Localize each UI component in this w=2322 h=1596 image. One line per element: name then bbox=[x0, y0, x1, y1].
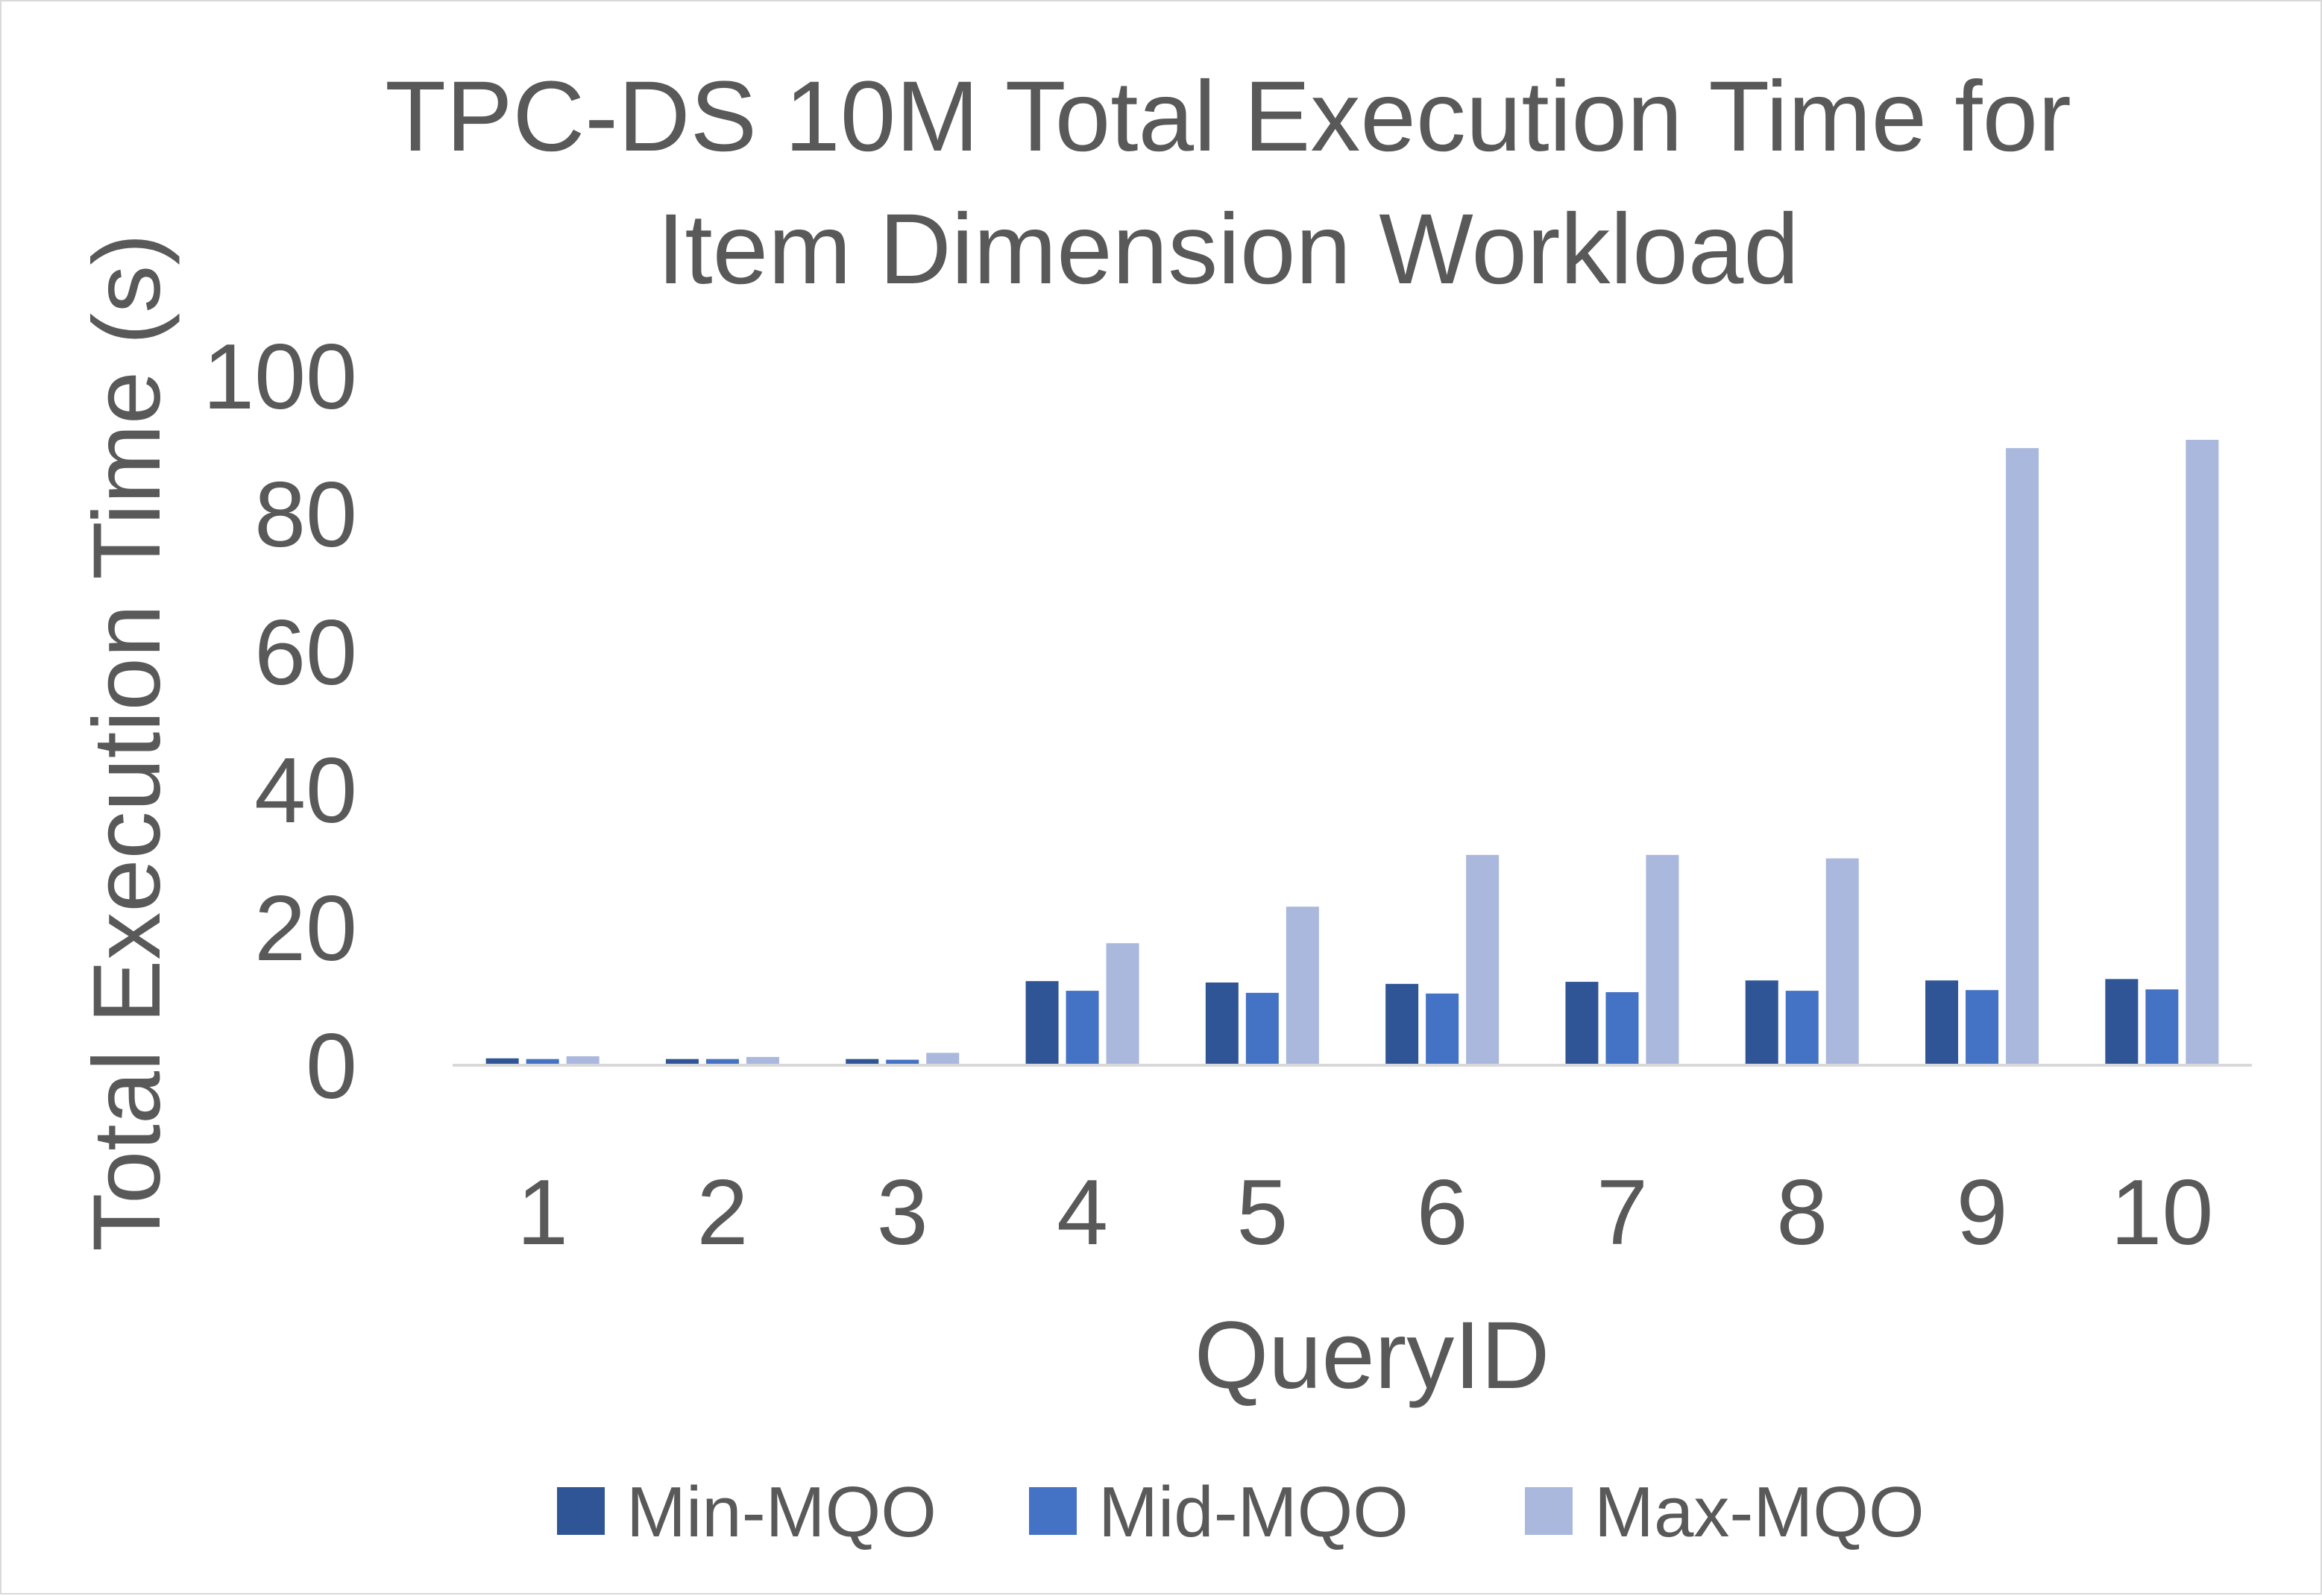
bar-min-mqo-q7 bbox=[1565, 982, 1599, 1065]
x-axis-ticks: 1 2 3 4 5 6 7 8 9 10 bbox=[517, 1161, 2213, 1264]
bar-max-mqo-q8 bbox=[1825, 858, 1859, 1065]
bar-min-mqo-q1 bbox=[485, 1058, 519, 1065]
legend-swatch-max-mqo bbox=[1525, 1487, 1573, 1535]
bar-mid-mqo-q6 bbox=[1426, 993, 1459, 1065]
bar-mid-mqo-q7 bbox=[1605, 991, 1639, 1065]
bar-max-mqo-q9 bbox=[2006, 448, 2039, 1065]
x-tick-label: 10 bbox=[2110, 1161, 2213, 1264]
bar-min-mqo-q10 bbox=[2105, 979, 2139, 1065]
legend-label-max-mqo: Max-MQO bbox=[1594, 1472, 1925, 1552]
bar-max-mqo-q4 bbox=[1106, 943, 1139, 1065]
legend: Min-MQO Mid-MQO Max-MQO bbox=[557, 1472, 1925, 1552]
bar-max-mqo-q7 bbox=[1646, 854, 1679, 1065]
bar-max-mqo-q10 bbox=[2186, 440, 2219, 1065]
bar-mid-mqo-q5 bbox=[1245, 992, 1279, 1065]
bar-min-mqo-q5 bbox=[1205, 982, 1239, 1065]
chart-title-line-1: TPC-DS 10M Total Execution Time for bbox=[385, 61, 2071, 172]
bar-mid-mqo-q4 bbox=[1066, 991, 1099, 1065]
bar-max-mqo-q6 bbox=[1466, 854, 1500, 1065]
x-tick-label: 1 bbox=[517, 1161, 568, 1264]
x-tick-label: 8 bbox=[1776, 1161, 1828, 1264]
bar-min-mqo-q4 bbox=[1025, 981, 1059, 1065]
bar-mid-mqo-q9 bbox=[1966, 990, 1999, 1065]
bars bbox=[485, 440, 2219, 1065]
bar-min-mqo-q9 bbox=[1925, 980, 1959, 1065]
bar-mid-mqo-q3 bbox=[886, 1059, 919, 1065]
y-axis-title: Total Execution Time (s) bbox=[74, 233, 180, 1252]
y-tick-label: 60 bbox=[254, 602, 357, 704]
x-tick-label: 6 bbox=[1417, 1161, 1468, 1264]
legend-swatch-min-mqo bbox=[557, 1487, 605, 1535]
y-tick-label: 40 bbox=[254, 739, 357, 842]
y-tick-label: 100 bbox=[203, 326, 357, 429]
y-tick-label: 80 bbox=[254, 464, 357, 567]
y-axis-ticks: 0 20 40 60 80 100 bbox=[203, 326, 357, 1118]
bar-min-mqo-q8 bbox=[1745, 980, 1778, 1065]
x-tick-label: 9 bbox=[1957, 1161, 2008, 1264]
bar-min-mqo-q2 bbox=[665, 1059, 699, 1065]
x-tick-label: 2 bbox=[696, 1161, 748, 1264]
x-tick-label: 3 bbox=[877, 1161, 928, 1264]
bar-mid-mqo-q1 bbox=[526, 1059, 559, 1065]
legend-label-min-mqo: Min-MQO bbox=[626, 1472, 937, 1552]
legend-swatch-mid-mqo bbox=[1029, 1487, 1077, 1535]
bar-mid-mqo-q10 bbox=[2145, 989, 2179, 1065]
bar-max-mqo-q2 bbox=[746, 1056, 779, 1065]
chart-title-line-2: Item Dimension Workload bbox=[657, 194, 1799, 305]
x-tick-label: 5 bbox=[1236, 1161, 1288, 1264]
bar-max-mqo-q5 bbox=[1286, 906, 1319, 1065]
x-tick-label: 7 bbox=[1596, 1161, 1648, 1264]
y-tick-label: 20 bbox=[254, 877, 357, 980]
bar-mid-mqo-q2 bbox=[705, 1059, 739, 1065]
legend-label-mid-mqo: Mid-MQO bbox=[1098, 1472, 1409, 1552]
x-tick-label: 4 bbox=[1057, 1161, 1108, 1264]
bar-max-mqo-q3 bbox=[926, 1053, 960, 1065]
x-axis-title: QueryID bbox=[1195, 1302, 1550, 1409]
bar-min-mqo-q3 bbox=[846, 1059, 879, 1065]
bar-min-mqo-q6 bbox=[1385, 983, 1419, 1065]
y-tick-label: 0 bbox=[306, 1015, 357, 1118]
bar-max-mqo-q1 bbox=[566, 1056, 600, 1065]
bar-mid-mqo-q8 bbox=[1785, 991, 1819, 1065]
